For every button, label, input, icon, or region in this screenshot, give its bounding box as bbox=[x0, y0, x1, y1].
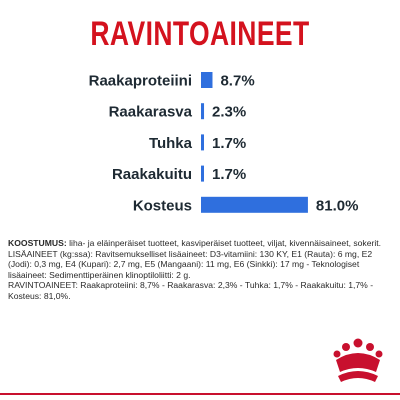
category-label: Raakaproteiini bbox=[89, 73, 192, 90]
page-title: RAVINTOAINEET bbox=[90, 15, 310, 53]
category-label: Raakakuitu bbox=[112, 166, 192, 183]
royal-crown-logo-icon bbox=[333, 338, 383, 382]
bar bbox=[201, 72, 213, 88]
value-label: 81.0% bbox=[316, 197, 359, 214]
value-label: 1.7% bbox=[212, 166, 246, 183]
composition-notes: KOOSTUMUS: liha- ja eläinperäiset tuotte… bbox=[8, 238, 392, 302]
value-label: 2.3% bbox=[212, 104, 246, 121]
category-label: Kosteus bbox=[133, 197, 192, 214]
category-label: Raakarasva bbox=[109, 104, 193, 121]
category-label: Tuhka bbox=[149, 135, 193, 152]
value-label: 8.7% bbox=[220, 73, 254, 90]
koostumus-label: KOOSTUMUS: bbox=[8, 238, 67, 248]
value-label: 1.7% bbox=[212, 135, 246, 152]
koostumus-text: liha- ja eläinperäiset tuotteet, kasvipe… bbox=[66, 238, 382, 248]
bar bbox=[201, 196, 308, 213]
nutrient-bar-chart: Raakaproteiini 8.7% Raakarasva 2.3% Tuhka 1.7… bbox=[89, 72, 359, 214]
bar bbox=[201, 103, 205, 120]
bar bbox=[201, 134, 204, 151]
lisaaineet-paragraph: LISÄAINEET (kg:ssa): Ravitsemukselliset … bbox=[8, 248, 373, 280]
koostumus-paragraph: KOOSTUMUS: liha- ja eläinperäiset tuotte… bbox=[8, 238, 392, 249]
ravintoaineet-paragraph: RAVINTOAINEET: Raakaproteiini: 8,7% - Ra… bbox=[8, 280, 374, 301]
bar bbox=[201, 165, 204, 182]
bottom-divider bbox=[0, 393, 400, 395]
